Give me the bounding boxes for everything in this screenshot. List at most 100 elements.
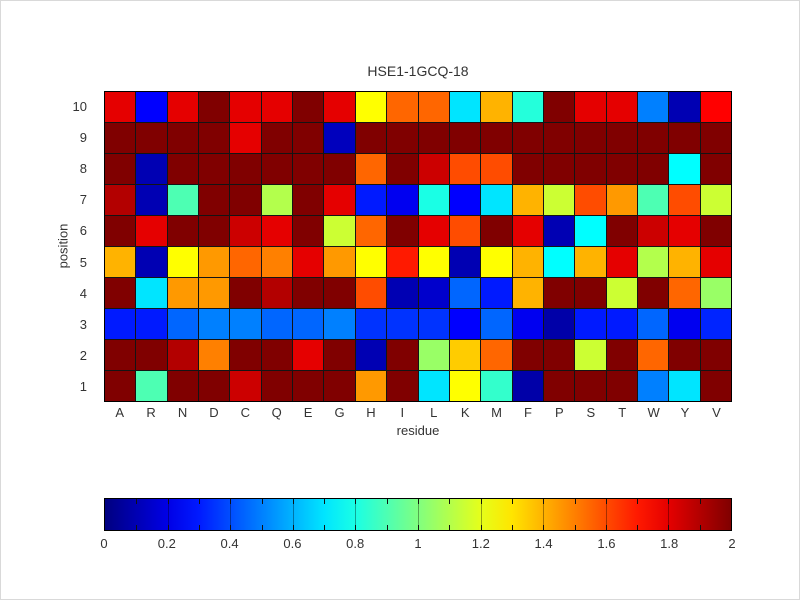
heatmap-cell <box>167 185 199 215</box>
heatmap-cell <box>293 309 324 339</box>
colorbar-minor-tick <box>511 525 513 530</box>
x-tick-label: Y <box>680 405 690 420</box>
heatmap-cell <box>575 216 606 246</box>
heatmap-cell <box>105 154 136 184</box>
heatmap-cell <box>167 340 199 370</box>
heatmap-cell <box>543 247 575 277</box>
heatmap-cell <box>261 340 293 370</box>
heatmap-cell <box>261 278 293 308</box>
colorbar-minor-tick <box>386 499 388 504</box>
heatmap-cell <box>512 216 543 246</box>
colorbar-minor-tick <box>355 499 357 504</box>
y-tick-label: 5 <box>79 254 87 270</box>
colorbar-major-tick <box>167 499 169 530</box>
heatmap-cell <box>669 309 700 339</box>
x-tick-label: H <box>366 405 376 420</box>
y-tick-label: 4 <box>79 285 87 301</box>
heatmap-cell <box>387 278 418 308</box>
colorbar-tick-label: 0 <box>100 536 108 551</box>
colorbar-minor-tick <box>699 525 701 530</box>
x-tick-label: D <box>209 405 219 420</box>
y-tick-label: 6 <box>79 223 87 239</box>
heatmap-cell <box>199 340 230 370</box>
heatmap-cell <box>230 123 261 153</box>
heatmap-cell <box>261 216 293 246</box>
colorbar-major-tick <box>355 499 357 530</box>
colorbar-tick-label: 0.2 <box>157 536 176 551</box>
heatmap-cell <box>481 371 512 401</box>
heatmap-cell <box>355 123 387 153</box>
colorbar-tick-label: 1.8 <box>660 536 679 551</box>
heatmap-cell <box>230 371 261 401</box>
x-tick-label: Q <box>271 405 282 420</box>
heatmap-cell <box>575 247 606 277</box>
heatmap-cell <box>512 309 543 339</box>
heatmap-cell <box>575 309 606 339</box>
heatmap-cell <box>105 340 136 370</box>
heatmap-cell <box>543 309 575 339</box>
heatmap-cell <box>105 371 136 401</box>
colorbar-minor-tick <box>167 525 169 530</box>
heatmap-cell <box>230 154 261 184</box>
heatmap-cell <box>418 216 449 246</box>
colorbar-minor-tick <box>480 499 482 504</box>
heatmap-cell <box>167 123 199 153</box>
heatmap-cell <box>449 185 481 215</box>
heatmap-cell <box>387 185 418 215</box>
heatmap-cell <box>512 371 543 401</box>
heatmap-cell <box>105 309 136 339</box>
heatmap-cell <box>449 123 481 153</box>
heatmap-cell <box>261 154 293 184</box>
heatmap-cell <box>293 123 324 153</box>
heatmap-cell <box>387 371 418 401</box>
y-tick-label: 9 <box>79 130 87 146</box>
heatmap-cell <box>700 92 731 122</box>
colorbar-minor-tick <box>449 525 451 530</box>
heatmap-cell <box>199 247 230 277</box>
x-axis-label: residue <box>396 423 440 438</box>
heatmap-cell <box>700 309 731 339</box>
heatmap-cell <box>230 309 261 339</box>
y-tick-label: 2 <box>79 347 87 363</box>
heatmap-cell <box>606 154 637 184</box>
colorbar-minor-tick <box>480 525 482 530</box>
heatmap-cell <box>293 278 324 308</box>
heatmap-cell <box>700 340 731 370</box>
colorbar-tick-label: 0.4 <box>220 536 239 551</box>
x-tick-label: S <box>586 405 596 420</box>
heatmap-cell <box>199 154 230 184</box>
heatmap-cell <box>512 278 543 308</box>
x-tick-label: V <box>712 405 721 420</box>
heatmap-cell <box>669 247 700 277</box>
heatmap-cell <box>606 216 637 246</box>
heatmap-cell <box>700 185 731 215</box>
heatmap-cell <box>606 92 637 122</box>
colorbar-minor-tick <box>543 525 545 530</box>
heatmap-cell <box>230 185 261 215</box>
heatmap-cell <box>669 340 700 370</box>
heatmap-cell <box>387 92 418 122</box>
heatmap-cell <box>449 247 481 277</box>
y-axis-tick-labels: 10 9 8 7 6 5 4 3 2 1 <box>51 91 96 402</box>
colorbar-minor-tick <box>668 499 670 504</box>
x-tick-label: F <box>524 405 532 420</box>
heatmap-cell <box>136 278 167 308</box>
colorbar-minor-tick <box>292 525 294 530</box>
heatmap-cell <box>324 309 355 339</box>
colorbar-minor-tick <box>699 499 701 504</box>
colorbar-major-tick <box>543 499 545 530</box>
heatmap-cell <box>355 340 387 370</box>
heatmap-cell <box>230 216 261 246</box>
heatmap-cell <box>136 185 167 215</box>
heatmap-cell <box>355 154 387 184</box>
colorbar-tick-label: 1.6 <box>597 536 616 551</box>
heatmap-cell <box>606 185 637 215</box>
x-tick-label: G <box>334 405 345 420</box>
colorbar-minor-tick <box>324 499 326 504</box>
heatmap-cell <box>418 278 449 308</box>
heatmap-cell <box>199 309 230 339</box>
heatmap-cell <box>700 154 731 184</box>
x-tick-label: M <box>491 405 502 420</box>
heatmap-cell <box>418 185 449 215</box>
